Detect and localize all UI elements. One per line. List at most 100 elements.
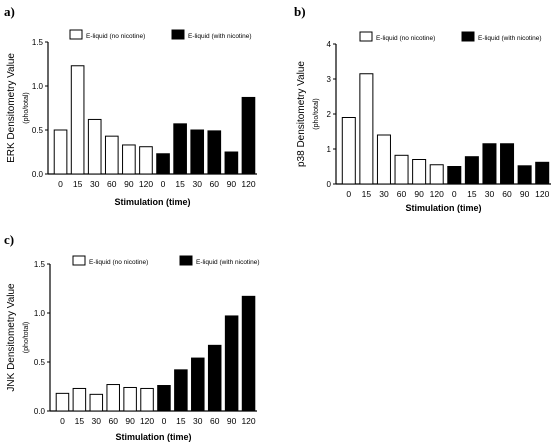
- x-tick-label: 120: [241, 179, 255, 189]
- bar-with-nicotine: [241, 96, 256, 175]
- bar-no-nicotine: [104, 135, 119, 175]
- x-tick-label: 0: [161, 179, 166, 189]
- legend-label-with-nicotine: E-liquid (with nicotine): [188, 33, 252, 40]
- legend-swatch-no-nicotine: [359, 31, 373, 42]
- x-tick-label: 90: [520, 189, 530, 199]
- x-tick-label: 90: [125, 416, 135, 426]
- x-tick-label: 30: [379, 189, 389, 199]
- y-tick-label: 0.5: [34, 358, 46, 367]
- x-tick-label: 30: [92, 416, 102, 426]
- x-tick-label: 30: [192, 179, 202, 189]
- y-tick-label: 0.0: [32, 170, 44, 179]
- bar-no-nicotine: [106, 384, 120, 412]
- bar-no-nicotine: [429, 164, 444, 185]
- x-axis-label: Stimulation (time): [115, 197, 191, 207]
- x-tick-label: 15: [73, 179, 83, 189]
- x-tick-label: 30: [193, 416, 203, 426]
- x-tick-label: 15: [175, 179, 185, 189]
- bar-no-nicotine: [394, 154, 409, 185]
- x-axis-label: Stimulation (time): [406, 203, 482, 213]
- x-tick-label: 60: [107, 179, 117, 189]
- x-tick-label: 0: [58, 179, 63, 189]
- panel-c-letter: c): [4, 232, 15, 247]
- bar-with-nicotine: [500, 143, 515, 185]
- y-axis-sublabel: (pho/total): [23, 92, 30, 124]
- bar-with-nicotine: [224, 315, 239, 412]
- y-tick-label: 0.0: [34, 407, 46, 416]
- panel-b-letter: b): [294, 4, 306, 19]
- x-tick-label: 60: [397, 189, 407, 199]
- y-tick-label: 1.5: [32, 38, 44, 47]
- x-tick-label: 90: [227, 416, 237, 426]
- panel-a-letter: a): [4, 4, 15, 19]
- legend-label-with-nicotine: E-liquid (with nicotine): [196, 259, 260, 266]
- x-tick-label: 120: [139, 179, 153, 189]
- legend-swatch-no-nicotine: [69, 29, 83, 40]
- x-axis-label: Stimulation (time): [116, 432, 192, 442]
- bar-no-nicotine: [412, 159, 427, 185]
- y-tick-label: 1.0: [32, 82, 44, 91]
- bar-with-nicotine: [224, 151, 239, 175]
- x-tick-label: 30: [485, 189, 495, 199]
- x-tick-label: 90: [414, 189, 424, 199]
- y-tick-label: 4: [327, 40, 332, 49]
- y-tick-label: 1.5: [34, 260, 46, 269]
- x-tick-label: 60: [210, 179, 220, 189]
- x-tick-label: 15: [176, 416, 186, 426]
- y-tick-label: 3: [327, 75, 332, 84]
- legend-swatch-with-nicotine: [171, 29, 185, 40]
- x-tick-label: 90: [124, 179, 134, 189]
- bar-with-nicotine: [241, 295, 256, 412]
- bar-with-nicotine: [207, 344, 222, 412]
- bar-with-nicotine: [447, 166, 462, 185]
- bar-with-nicotine: [190, 129, 205, 175]
- y-axis-sublabel: (pho/total): [23, 322, 30, 354]
- legend-label-no-nicotine: E-liquid (no nicotine): [86, 33, 145, 40]
- bar-no-nicotine: [89, 393, 104, 412]
- legend-swatch-no-nicotine: [72, 255, 86, 266]
- legend-swatch-with-nicotine: [461, 31, 475, 42]
- x-tick-label: 0: [346, 189, 351, 199]
- x-tick-label: 15: [362, 189, 372, 199]
- x-tick-label: 0: [60, 416, 65, 426]
- bar-no-nicotine: [341, 117, 356, 185]
- bar-with-nicotine: [191, 357, 205, 412]
- x-tick-label: 120: [535, 189, 549, 199]
- bar-no-nicotine: [122, 144, 136, 175]
- legend-swatch-with-nicotine: [179, 255, 193, 266]
- y-tick-label: 0: [327, 180, 332, 189]
- bar-with-nicotine: [207, 130, 222, 175]
- y-tick-label: 1.0: [34, 309, 46, 318]
- bar-no-nicotine: [55, 392, 70, 412]
- bar-with-nicotine: [482, 143, 497, 185]
- bar-no-nicotine: [359, 73, 374, 185]
- bar-with-nicotine: [173, 123, 187, 175]
- x-tick-label: 30: [90, 179, 100, 189]
- bar-with-nicotine: [174, 369, 188, 412]
- x-tick-label: 60: [108, 416, 118, 426]
- x-tick-label: 90: [227, 179, 237, 189]
- bar-no-nicotine: [70, 65, 85, 175]
- x-tick-label: 60: [502, 189, 512, 199]
- bar-no-nicotine: [139, 146, 153, 175]
- y-axis-label: JNK Densitometry Value: [6, 283, 17, 392]
- x-tick-label: 15: [467, 189, 477, 199]
- bar-no-nicotine: [53, 129, 68, 175]
- y-axis-label: ERK Densitometry Value: [6, 53, 17, 163]
- y-tick-label: 1: [327, 145, 332, 154]
- x-tick-label: 0: [452, 189, 457, 199]
- bar-with-nicotine: [464, 156, 479, 185]
- bar-no-nicotine: [87, 118, 102, 175]
- x-tick-label: 60: [210, 416, 220, 426]
- x-tick-label: 0: [162, 416, 167, 426]
- x-tick-label: 120: [430, 189, 444, 199]
- x-tick-label: 15: [75, 416, 85, 426]
- y-tick-label: 2: [327, 110, 332, 119]
- y-axis-label: p38 Densitometry Value: [296, 61, 307, 167]
- legend-label-no-nicotine: E-liquid (no nicotine): [89, 259, 148, 266]
- bar-with-nicotine: [156, 153, 170, 175]
- bar-no-nicotine: [140, 387, 154, 412]
- y-axis-sublabel: (pho/total): [313, 98, 320, 130]
- bar-with-nicotine: [157, 385, 171, 412]
